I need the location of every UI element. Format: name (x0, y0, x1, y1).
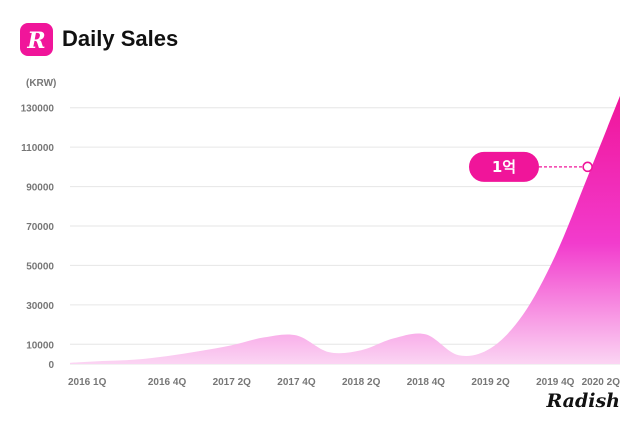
x-tick-label: 2017 4Q (277, 377, 316, 388)
svg-text:R: R (26, 28, 45, 54)
x-tick-label: 2018 2Q (342, 377, 381, 388)
x-tick-label: 2019 2Q (471, 377, 510, 388)
y-tick-label: 0 (48, 360, 54, 371)
radish-r-logo-icon: R (26, 28, 45, 54)
logo: R (20, 23, 53, 56)
y-tick-label: 30000 (26, 301, 54, 312)
y-tick-label: 130000 (21, 104, 55, 115)
x-tick-label: 2016 4Q (148, 377, 187, 388)
annotation-point (582, 161, 593, 173)
y-tick-label: 90000 (26, 183, 54, 194)
annotation-badge (469, 151, 539, 182)
y-tick-label: 50000 (26, 261, 54, 272)
sales-area (70, 95, 620, 364)
annotation-label: 1억 (492, 158, 516, 176)
x-tick-label: 2020 2Q (582, 377, 621, 388)
x-tick-label: 2016 1Q (68, 377, 107, 388)
y-axis-unit: (KRW) (26, 78, 56, 89)
y-tick-label: 10000 (26, 340, 54, 351)
brand-wordmark: Radish (546, 390, 620, 412)
y-tick-label: 70000 (26, 222, 54, 233)
x-tick-label: 2019 4Q (536, 377, 575, 388)
y-tick-label: 110000 (21, 143, 54, 154)
x-tick-label: 2017 2Q (213, 377, 252, 388)
x-tick-label: 2018 4Q (407, 377, 446, 388)
page-title: Daily Sales (62, 26, 179, 51)
